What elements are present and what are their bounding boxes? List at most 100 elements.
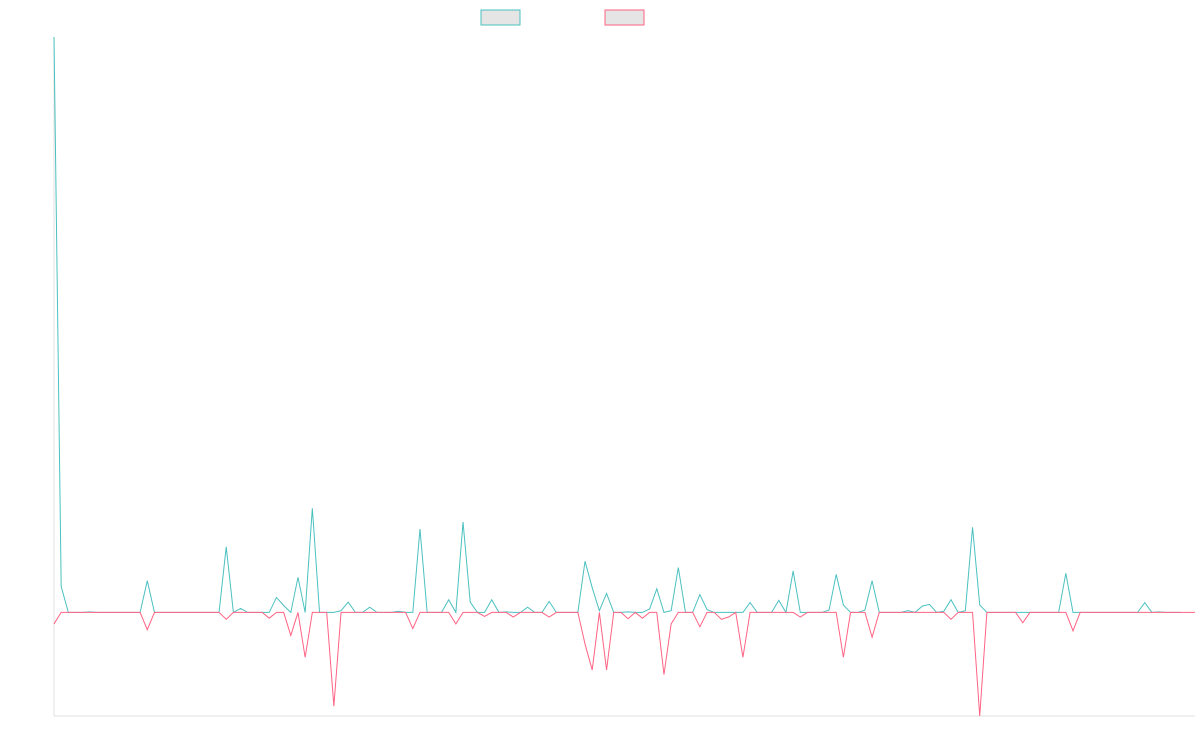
series-2-point[interactable]: [549, 616, 550, 617]
series-2-point[interactable]: [520, 612, 521, 613]
series-1-point[interactable]: [333, 612, 334, 613]
series-2-point[interactable]: [161, 612, 162, 613]
series-1-point[interactable]: [290, 612, 291, 613]
series-2-point[interactable]: [749, 612, 750, 613]
series-2-point[interactable]: [362, 612, 363, 613]
series-2-point[interactable]: [979, 715, 980, 716]
series-1-point[interactable]: [828, 610, 829, 611]
series-2-point[interactable]: [247, 612, 248, 613]
series-2-point[interactable]: [1022, 622, 1023, 623]
series-2-point[interactable]: [384, 612, 385, 613]
series-1-point[interactable]: [599, 610, 600, 611]
series-2-point[interactable]: [742, 657, 743, 658]
series-1-point[interactable]: [606, 593, 607, 594]
series-2-point[interactable]: [534, 612, 535, 613]
series-2-point[interactable]: [1108, 612, 1109, 613]
series-2-point[interactable]: [355, 612, 356, 613]
series-1-point[interactable]: [584, 561, 585, 562]
series-2-point[interactable]: [972, 612, 973, 613]
series-2-point[interactable]: [405, 612, 406, 613]
series-2-point[interactable]: [699, 626, 700, 627]
series-1-point[interactable]: [226, 546, 227, 547]
series-2-point[interactable]: [96, 612, 97, 613]
series-1-point[interactable]: [53, 36, 54, 37]
series-1-point[interactable]: [527, 607, 528, 608]
series-2-point[interactable]: [1137, 612, 1138, 613]
series-2-point[interactable]: [61, 612, 62, 613]
series-2-point[interactable]: [900, 612, 901, 613]
series-2-point[interactable]: [297, 612, 298, 613]
series-2-point[interactable]: [541, 612, 542, 613]
series-2-point[interactable]: [68, 612, 69, 613]
series-2-point[interactable]: [871, 637, 872, 638]
series-2-point[interactable]: [584, 643, 585, 644]
series-2-point[interactable]: [850, 612, 851, 613]
series-1-point[interactable]: [549, 601, 550, 602]
series-2-point[interactable]: [986, 612, 987, 613]
series-2-point[interactable]: [340, 612, 341, 613]
series-1-point[interactable]: [147, 580, 148, 581]
series-2-point[interactable]: [793, 612, 794, 613]
series-1-point[interactable]: [340, 610, 341, 611]
series-1-point[interactable]: [470, 601, 471, 602]
series-2-point[interactable]: [1094, 612, 1095, 613]
series-2-point[interactable]: [656, 612, 657, 613]
series-1-point[interactable]: [305, 612, 306, 613]
series-2-point[interactable]: [132, 612, 133, 613]
series-1-point[interactable]: [513, 612, 514, 613]
series-2-point[interactable]: [312, 612, 313, 613]
series-2-point[interactable]: [305, 657, 306, 658]
series-2-point[interactable]: [448, 612, 449, 613]
series-1-point[interactable]: [312, 508, 313, 509]
series-2-point[interactable]: [455, 623, 456, 624]
series-2-point[interactable]: [907, 612, 908, 613]
series-2-point[interactable]: [204, 612, 205, 613]
series-2-point[interactable]: [326, 612, 327, 613]
series-2-point[interactable]: [427, 612, 428, 613]
series-1-point[interactable]: [793, 570, 794, 571]
series-2-point[interactable]: [563, 612, 564, 613]
series-2-point[interactable]: [735, 612, 736, 613]
series-1-point[interactable]: [843, 604, 844, 605]
series-1-point[interactable]: [649, 608, 650, 609]
series-2-point[interactable]: [276, 612, 277, 613]
series-2-point[interactable]: [498, 612, 499, 613]
series-1-point[interactable]: [678, 567, 679, 568]
series-2-point[interactable]: [505, 612, 506, 613]
series-1-point[interactable]: [943, 611, 944, 612]
series-2-point[interactable]: [1187, 612, 1188, 613]
series-1-point[interactable]: [369, 607, 370, 608]
series-2-point[interactable]: [649, 612, 650, 613]
series-2-point[interactable]: [175, 612, 176, 613]
series-1-point[interactable]: [871, 580, 872, 581]
series-1-point[interactable]: [965, 610, 966, 611]
series-2-point[interactable]: [757, 612, 758, 613]
series-2-point[interactable]: [915, 612, 916, 613]
series-2-point[interactable]: [254, 612, 255, 613]
series-2-point[interactable]: [706, 612, 707, 613]
series-2-point[interactable]: [290, 635, 291, 636]
series-1-point[interactable]: [728, 612, 729, 613]
series-2-point[interactable]: [864, 612, 865, 613]
series-2-point[interactable]: [477, 612, 478, 613]
series-2-point[interactable]: [893, 612, 894, 613]
series-2-point[interactable]: [513, 616, 514, 617]
series-1-point[interactable]: [1144, 602, 1145, 603]
series-2-point[interactable]: [147, 629, 148, 630]
series-1-point[interactable]: [455, 612, 456, 613]
series-1-point[interactable]: [950, 599, 951, 600]
series-2-point[interactable]: [434, 612, 435, 613]
series-2-point[interactable]: [1173, 612, 1174, 613]
series-2-point[interactable]: [1008, 612, 1009, 613]
series-2-point[interactable]: [714, 612, 715, 613]
series-2-point[interactable]: [599, 612, 600, 613]
series-2-point[interactable]: [836, 612, 837, 613]
series-2-point[interactable]: [950, 619, 951, 620]
series-2-point[interactable]: [857, 612, 858, 613]
series-2-point[interactable]: [627, 618, 628, 619]
series-2-point[interactable]: [1051, 612, 1052, 613]
series-2-point[interactable]: [419, 612, 420, 613]
series-2-point[interactable]: [1130, 612, 1131, 613]
series-2-point[interactable]: [190, 612, 191, 613]
series-1-point[interactable]: [778, 600, 779, 601]
